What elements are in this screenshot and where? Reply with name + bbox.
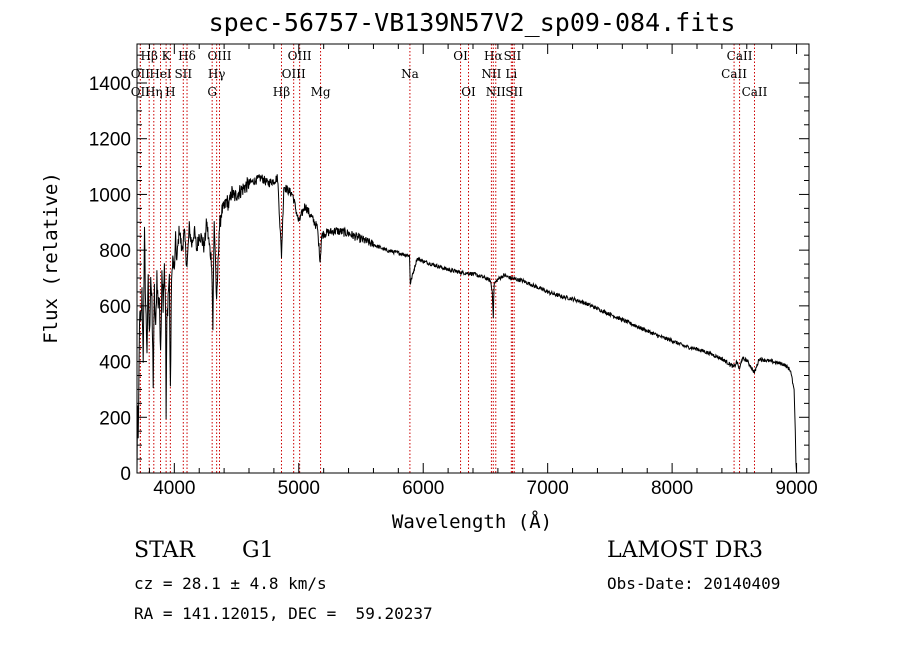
x-tick-label: 9000 [775, 478, 817, 499]
survey-name: LAMOST DR3 [607, 538, 763, 563]
line-marker-label: SII [505, 85, 523, 99]
object-class: STAR [134, 538, 195, 563]
x-tick-label: 8000 [651, 478, 693, 499]
line-marker-label: Hα [484, 49, 503, 63]
x-tick-label: 6000 [402, 478, 444, 499]
x-tick-label: 5000 [278, 478, 320, 499]
line-marker-label: SII [174, 67, 192, 81]
observation-date: Obs-Date: 20140409 [607, 574, 781, 593]
spectrum-curve-layer [136, 174, 798, 474]
spectrum-curve [136, 174, 798, 474]
line-marker-label: Na [401, 67, 419, 81]
line-marker-label: NII [486, 85, 506, 99]
line-marker-label: G [207, 85, 217, 99]
line-marker-label: OIII [282, 67, 306, 81]
line-marker-label: Li [505, 67, 517, 81]
y-tick-label: 200 [99, 408, 131, 429]
line-marker-label: CaII [742, 85, 768, 99]
line-marker-label: OIII [288, 49, 312, 63]
y-tick-label: 1200 [89, 130, 131, 151]
line-marker-label: K [162, 49, 172, 63]
y-axis-label: Flux (relative) [40, 172, 62, 344]
x-axis-label: Wavelength (Å) [392, 510, 552, 533]
chart-title: spec-56757-VB139N57V2_sp09-084.fits [209, 8, 736, 37]
y-tick-label: 0 [120, 464, 131, 485]
line-marker-label: Hη [145, 85, 163, 99]
line-marker-label: HeI [149, 67, 172, 81]
redshift-cz: cz = 28.1 ± 4.8 km/s [134, 574, 327, 593]
y-tick-label: 1400 [89, 74, 131, 95]
line-marker-label: Mg [311, 85, 331, 99]
line-marker-label: Hβ [140, 49, 157, 63]
ra-dec-coordinates: RA = 141.12015, DEC = 59.20237 [134, 604, 433, 623]
plot-frame [136, 43, 810, 474]
object-subclass: G1 [242, 538, 274, 563]
line-marker-label: NII [481, 67, 501, 81]
y-tick-label: 400 [99, 353, 131, 374]
line-marker-label: H [165, 85, 175, 99]
line-marker-label: OI [453, 49, 468, 63]
line-marker-label: OIII [207, 49, 231, 63]
x-tick-label: 7000 [527, 478, 569, 499]
y-tick-label: 600 [99, 297, 131, 318]
line-marker-label: CaII [727, 49, 753, 63]
line-marker-label: OII [131, 67, 151, 81]
y-tick-label: 1000 [89, 185, 131, 206]
line-marker-label: Hδ [178, 49, 196, 63]
x-tick-label: 4000 [153, 478, 195, 499]
line-marker-label: OII [131, 85, 151, 99]
y-tick-label: 800 [99, 241, 131, 262]
line-marker-label: CaII [721, 67, 747, 81]
line-marker-label: Hβ [273, 85, 290, 99]
axis-ticks: 4000 5000 6000 7000 8000 9000 0 200 400 600 800 100… [89, 44, 818, 499]
line-marker-label: SII [504, 49, 522, 63]
line-marker-label: Hγ [208, 67, 226, 81]
line-marker-label: OI [461, 85, 476, 99]
